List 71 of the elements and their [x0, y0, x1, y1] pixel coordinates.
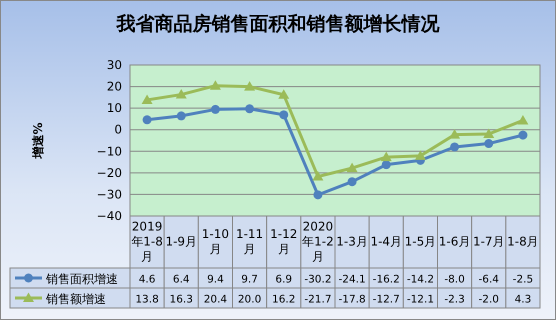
x-tick-label: 1-12月	[270, 227, 298, 256]
y-tick-label: 10	[106, 101, 122, 116]
data-label: 6.9	[275, 274, 292, 286]
point	[483, 128, 494, 138]
x-tick-label: 2019年1-8月	[131, 220, 163, 264]
chart-title: 我省商品房销售面积和销售额增长情况	[116, 13, 440, 35]
point	[245, 104, 254, 114]
point	[449, 129, 460, 139]
point	[210, 104, 220, 114]
y-tick-label: −40	[96, 209, 122, 223]
legend-label: 销售面积增速	[45, 272, 118, 286]
data-label: -17.8	[338, 294, 366, 306]
data-label: 6.4	[172, 274, 190, 286]
point	[380, 152, 392, 162]
data-label: 16.2	[272, 294, 296, 306]
x-tick-label: 1-5月	[404, 234, 436, 248]
point	[517, 114, 528, 124]
y-tick-label: −10	[96, 144, 122, 158]
point	[142, 115, 152, 124]
point	[142, 94, 153, 104]
data-label: 9.4	[207, 274, 224, 286]
data-label: -12.1	[406, 294, 434, 306]
data-label: -8.0	[444, 274, 465, 286]
x-tick-label: 1-11月	[236, 227, 264, 256]
x-tick-label: 2020年1-2月	[302, 220, 334, 264]
point	[414, 150, 426, 160]
point	[312, 171, 324, 181]
y-tick-label: 0	[114, 122, 122, 137]
y-tick-label: −30	[96, 187, 122, 202]
data-label: 20.4	[204, 294, 228, 306]
point	[210, 80, 221, 90]
point	[450, 142, 460, 152]
point	[244, 81, 256, 91]
x-tick-label: 1-4月	[370, 234, 402, 248]
data-label: -12.7	[372, 294, 400, 306]
data-label: -2.0	[478, 294, 499, 306]
y-axis-title: 增速%	[31, 122, 45, 160]
data-label: -21.7	[304, 294, 332, 306]
x-tick-label: 1-10月	[202, 227, 230, 256]
data-label: -2.5	[512, 274, 534, 286]
point	[176, 111, 186, 120]
data-label: -30.2	[304, 274, 332, 286]
x-tick-label: 1-6月	[438, 234, 470, 248]
point	[279, 110, 288, 120]
data-label: -16.2	[372, 274, 400, 286]
x-tick-label: 1-3月	[336, 234, 368, 248]
data-label: -24.1	[338, 274, 366, 286]
data-label: 16.3	[170, 294, 193, 306]
data-label: -14.2	[406, 274, 434, 286]
point	[484, 139, 494, 148]
data-label: 13.8	[135, 294, 159, 306]
x-tick-label: 1-9月	[165, 234, 198, 248]
y-tick-label: 30	[106, 58, 122, 72]
y-tick-label: −20	[96, 166, 122, 180]
legend-label: 销售额增速	[45, 292, 106, 306]
x-tick-label: 1-7月	[472, 234, 505, 248]
data-label: 20.0	[238, 294, 262, 306]
data-label: 9.7	[241, 274, 258, 286]
point	[382, 160, 391, 170]
data-label: -6.4	[478, 274, 500, 286]
point	[348, 177, 357, 186]
point	[346, 162, 358, 172]
data-label: 4.6	[138, 274, 156, 286]
point	[278, 89, 290, 99]
point	[313, 190, 322, 200]
y-tick-label: 20	[106, 80, 122, 94]
data-label: -2.3	[444, 294, 465, 306]
point	[176, 89, 187, 99]
data-label: 4.3	[514, 294, 532, 306]
point	[518, 130, 528, 140]
x-tick-label: 1-8月	[507, 234, 539, 248]
